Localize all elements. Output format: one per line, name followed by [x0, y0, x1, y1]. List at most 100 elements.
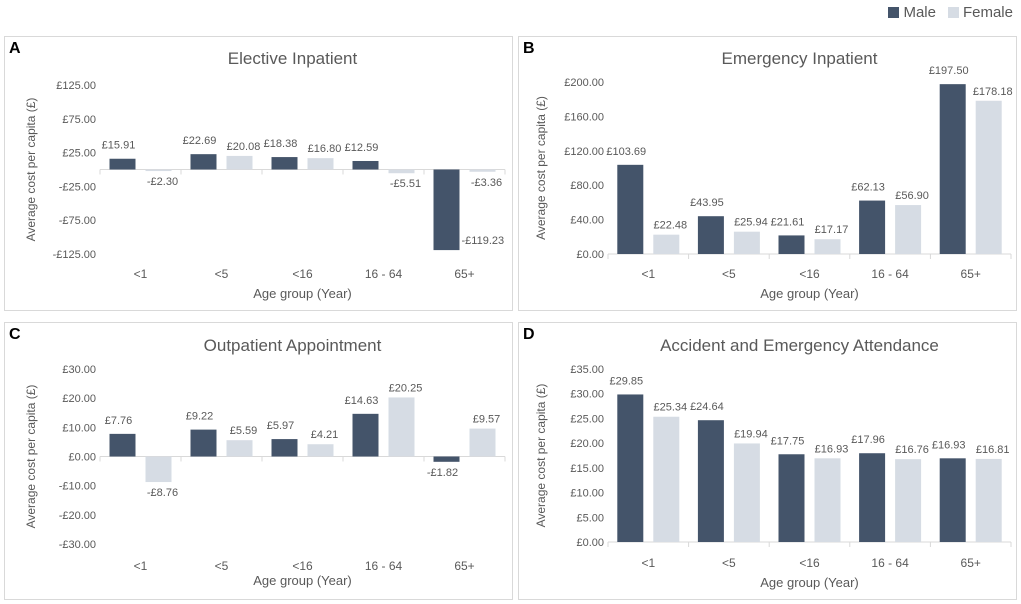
- y-tick-label: £5.00: [576, 512, 604, 524]
- panel-letter: B: [523, 40, 535, 57]
- x-tick-label: 16 - 64: [871, 556, 909, 570]
- bar-female: [653, 416, 680, 542]
- y-axis-title: Average cost per capita (£): [24, 385, 38, 529]
- bar-male: [352, 413, 379, 457]
- legend-swatch-female: [947, 7, 959, 18]
- data-label-female: £56.90: [895, 190, 929, 202]
- chart-outpatient-appointment: Outpatient Appointment £30.00 £20.00 £10.00…: [24, 336, 506, 588]
- data-label-male: £15.91: [102, 140, 136, 152]
- data-label-male: £14.63: [345, 395, 379, 407]
- data-label-male: £17.75: [771, 435, 805, 447]
- y-axis-title: Average cost per capita (£): [24, 98, 38, 242]
- panel-letter: D: [523, 326, 535, 343]
- y-tick-label: £25.00: [62, 148, 96, 160]
- bar-male: [433, 169, 460, 251]
- bar-male: [109, 158, 136, 170]
- x-tick-label: <16: [799, 267, 820, 281]
- data-label-female: £20.25: [389, 382, 423, 394]
- y-tick-label: £0.00: [68, 452, 96, 464]
- data-label-male: £43.95: [690, 197, 724, 209]
- bar-male: [697, 420, 724, 542]
- bar-female: [653, 234, 680, 254]
- panel-letter: A: [9, 40, 21, 57]
- chart-title: Outpatient Appointment: [204, 336, 382, 355]
- y-tick-label: £30.00: [62, 364, 96, 376]
- y-tick-label: £10.00: [570, 488, 604, 500]
- data-label-female: £20.08: [227, 141, 261, 153]
- data-label-male: -£119.23: [462, 235, 505, 247]
- panel-letter: C: [9, 326, 21, 343]
- x-tick-label: 65+: [961, 267, 981, 281]
- data-label-female: -£5.51: [390, 178, 421, 190]
- chart-title: Elective Inpatient: [228, 49, 358, 68]
- data-label-male: £7.76: [105, 415, 133, 427]
- x-tick-label: 16 - 64: [871, 267, 909, 281]
- y-tick-label: -£20.00: [59, 510, 96, 522]
- data-label-female: £9.57: [473, 414, 501, 426]
- x-tick-label: 65+: [961, 556, 981, 570]
- x-tick-label: <5: [722, 556, 736, 570]
- bar-female: [307, 444, 334, 457]
- x-tick-label: 65+: [454, 267, 474, 281]
- y-tick-label: -£75.00: [59, 215, 96, 227]
- x-tick-label: <5: [215, 267, 229, 281]
- y-tick-label: £200.00: [564, 77, 604, 89]
- data-label-male: £5.97: [267, 420, 295, 432]
- y-tick-label: £30.00: [570, 389, 604, 401]
- y-tick-label: £120.00: [564, 146, 604, 158]
- bar-male: [109, 433, 136, 457]
- chart-emergency-inpatient: Emergency Inpatient £200.00 £160.00 £120.00…: [534, 49, 1013, 301]
- y-tick-label: £125.00: [56, 80, 96, 92]
- bar-male: [778, 454, 805, 542]
- legend-label-male: Male: [903, 4, 936, 21]
- bar-female: [895, 459, 922, 542]
- x-tick-label: <16: [292, 267, 313, 281]
- data-label-male: £12.59: [345, 142, 379, 154]
- x-tick-label: <1: [641, 556, 655, 570]
- data-label-female: £22.48: [653, 220, 687, 232]
- data-label-male: £62.13: [851, 182, 885, 194]
- bar-male: [617, 394, 644, 542]
- bar-female: [469, 428, 496, 457]
- panel-elective-inpatient: A Elective Inpatient £125.00 £75.00 £25.00 -…: [4, 36, 513, 311]
- bar-female: [895, 205, 922, 254]
- chart-legend: Male Female: [888, 4, 1013, 21]
- data-label-male: £22.69: [183, 135, 217, 147]
- y-tick-label: -£10.00: [59, 481, 96, 493]
- data-label-female: £25.34: [653, 402, 687, 414]
- y-tick-label: -£125.00: [53, 249, 96, 261]
- data-label-female: £4.21: [311, 429, 339, 441]
- bar-female: [975, 458, 1002, 542]
- legend-label-female: Female: [962, 4, 1013, 21]
- bar-female: [814, 458, 841, 542]
- data-label-male: £103.69: [606, 146, 646, 158]
- bar-female: [145, 456, 172, 483]
- x-tick-label: 16 - 64: [365, 267, 403, 281]
- bar-male: [190, 429, 217, 457]
- bar-male: [859, 200, 886, 254]
- data-label-male: £9.22: [186, 411, 214, 423]
- x-tick-label: <1: [134, 559, 148, 573]
- y-tick-label: £40.00: [570, 215, 604, 227]
- data-label-female: £5.59: [230, 425, 258, 437]
- panel-outpatient-appointment: C Outpatient Appointment £30.00 £20.00 £10.…: [4, 322, 513, 600]
- bar-female: [733, 443, 760, 542]
- y-tick-label: £20.00: [62, 393, 96, 405]
- bar-male: [617, 164, 644, 254]
- panel-accident-emergency: D Accident and Emergency Attendance £35.0…: [518, 322, 1017, 600]
- y-axis-title: Average cost per capita (£): [534, 384, 548, 528]
- bar-female: [145, 169, 172, 172]
- chart-title: Emergency Inpatient: [722, 49, 878, 68]
- x-tick-label: <1: [641, 267, 655, 281]
- chart-title: Accident and Emergency Attendance: [660, 336, 939, 355]
- data-label-female: £16.93: [815, 443, 849, 455]
- x-tick-label: <5: [722, 267, 736, 281]
- bar-female: [226, 440, 253, 457]
- bar-male: [352, 160, 379, 170]
- x-axis-title: Age group (Year): [760, 575, 859, 590]
- y-tick-label: £25.00: [570, 413, 604, 425]
- legend-item-female: Female: [947, 4, 1013, 21]
- data-label-female: £16.81: [976, 444, 1010, 456]
- y-tick-label: £20.00: [570, 438, 604, 450]
- y-tick-label: £10.00: [62, 422, 96, 434]
